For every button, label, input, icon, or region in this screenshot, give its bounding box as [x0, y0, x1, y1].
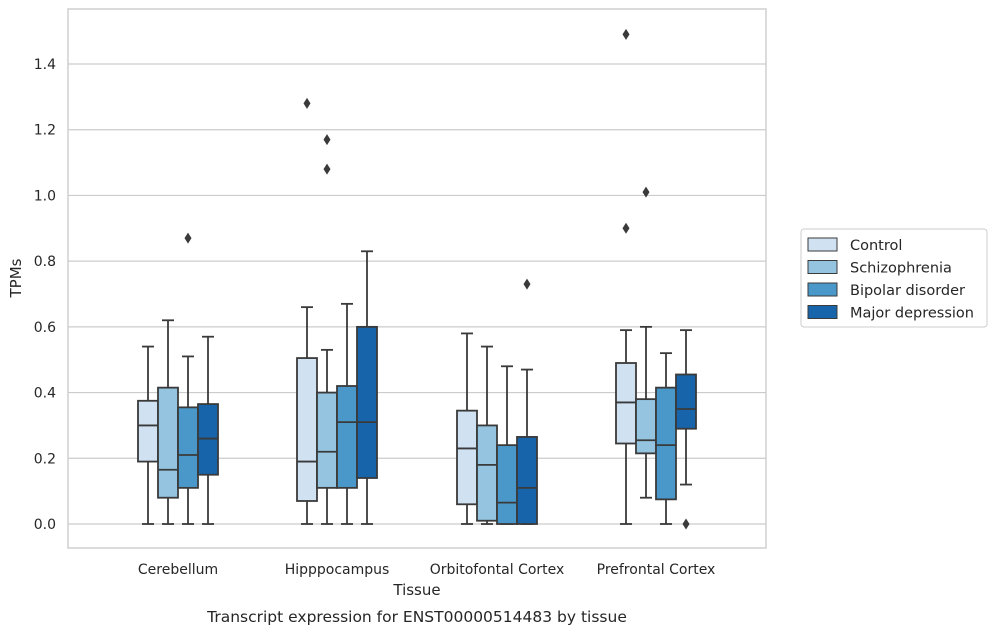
- box-iqr: [655, 386, 677, 501]
- outlier-point: [323, 134, 331, 146]
- outlier-point: [523, 278, 531, 290]
- y-tick-label: 0.4: [34, 386, 56, 402]
- x-tick-label: Orbitofontal Cortex: [430, 562, 565, 578]
- box-major-depression: [675, 329, 697, 530]
- x-tick-labels: Cerebellum Hipppocampus Orbitofontal Corte…: [138, 562, 715, 578]
- box-schizophrenia: [476, 345, 498, 525]
- box-iqr: [356, 325, 378, 479]
- legend-label: Schizophrenia: [850, 261, 952, 277]
- box-control: [137, 345, 159, 525]
- y-tick-label: 1.0: [34, 188, 56, 204]
- x-tick-label: Prefrontal Cortex: [597, 562, 716, 578]
- box-bipolar-disorder: [336, 302, 358, 525]
- box-bipolar-disorder: [496, 365, 518, 525]
- box-control: [615, 28, 637, 525]
- outlier-point: [622, 222, 630, 234]
- outlier-point: [323, 163, 331, 175]
- legend-swatch: [807, 260, 838, 274]
- y-axis-label: TPMs: [7, 258, 25, 298]
- legend-label: Major depression: [850, 306, 974, 322]
- y-tick-label: 1.4: [34, 57, 56, 73]
- box-control: [456, 332, 478, 525]
- legend-label: Bipolar disorder: [850, 283, 965, 299]
- box-iqr: [635, 398, 657, 455]
- legend-swatch: [807, 282, 838, 297]
- box-iqr: [456, 409, 478, 506]
- chart-caption: Transcript expression for ENST0000051448…: [206, 608, 627, 626]
- box-bipolar-disorder: [655, 352, 677, 525]
- box-iqr: [516, 436, 538, 525]
- legend-label: Control: [850, 238, 902, 254]
- x-tick-label: Cerebellum: [138, 562, 218, 578]
- outlier-point: [682, 518, 690, 530]
- box-iqr: [137, 399, 159, 463]
- box-major-depression: [516, 278, 538, 525]
- y-tick-label: 0.6: [34, 320, 56, 336]
- box-major-depression: [356, 250, 378, 525]
- box-bipolar-disorder: [177, 232, 199, 525]
- outlier-point: [642, 186, 650, 198]
- box-iqr: [316, 391, 338, 489]
- box-iqr: [177, 406, 199, 489]
- box-control: [296, 97, 318, 525]
- y-tick-label: 0.0: [34, 517, 56, 533]
- box-iqr: [296, 357, 318, 502]
- y-tick-label: 1.2: [34, 123, 56, 139]
- box-schizophrenia: [635, 186, 657, 499]
- outlier-point: [303, 97, 311, 109]
- plot-frame: [67, 8, 767, 549]
- box-iqr: [675, 373, 697, 430]
- outlier-point: [622, 28, 630, 40]
- box-schizophrenia: [316, 134, 338, 525]
- box-iqr: [336, 385, 358, 489]
- box-iqr: [476, 424, 498, 522]
- y-tick-label: 0.2: [34, 451, 56, 467]
- legend-frame: [800, 228, 988, 328]
- box-major-depression: [197, 335, 219, 525]
- box-schizophrenia: [157, 319, 179, 525]
- outlier-point: [184, 232, 192, 244]
- legend-swatch: [807, 237, 838, 252]
- box-iqr: [496, 444, 518, 525]
- box-iqr: [157, 386, 179, 499]
- box-series: [137, 28, 697, 530]
- y-tick-label: 0.8: [34, 254, 56, 270]
- x-axis-label: Tissue: [392, 581, 440, 599]
- x-tick-label: Hipppocampus: [285, 562, 390, 578]
- legend-swatch: [807, 305, 838, 319]
- y-tick-labels: 0.0 0.2 0.4 0.6 0.8 1.0 1.2 1.4: [34, 57, 56, 533]
- legend: Control Schizophrenia Bipolar disorder Majo…: [800, 228, 988, 328]
